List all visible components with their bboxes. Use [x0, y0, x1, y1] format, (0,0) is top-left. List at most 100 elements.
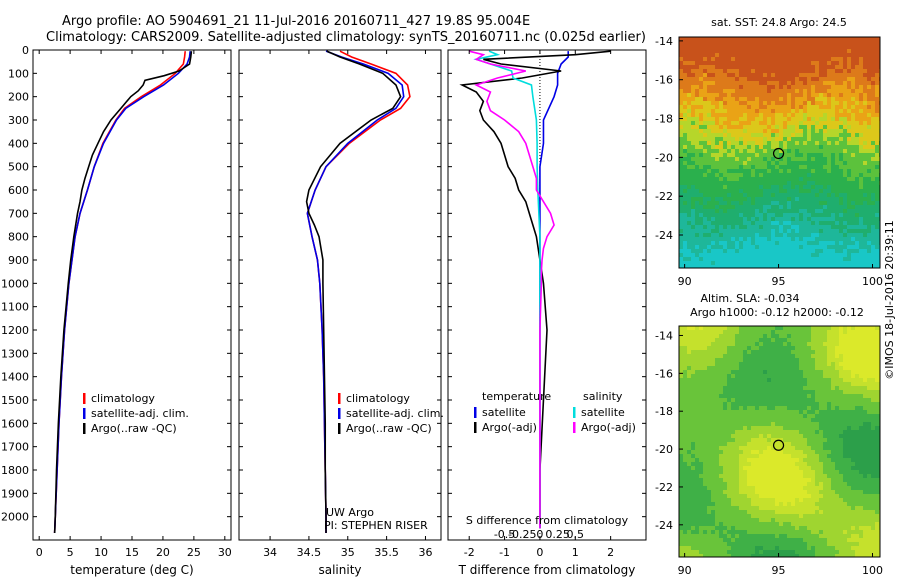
difference-legend-label: satellite — [482, 406, 526, 419]
difference-series-group — [459, 50, 611, 540]
sla-map-title-line2: Argo h1000: -0.12 h2000: -0.12 — [690, 306, 864, 319]
sst_map-cells — [679, 37, 880, 268]
figure-title-line1: Argo profile: AO 5904691_21 11-Jul-2016 … — [62, 14, 531, 29]
salinity-series-group — [305, 50, 411, 533]
temperature-xtick-label: 10 — [94, 546, 108, 559]
temperature-xtick-label: 20 — [156, 546, 170, 559]
sst_map-xtick-label: 100 — [862, 275, 883, 288]
difference-t-tick-label: 1 — [572, 546, 579, 559]
difference-line-t-argo — [459, 50, 611, 529]
difference-s-tick-label: -0.25 — [508, 528, 536, 541]
depth-tick-label: 800 — [8, 231, 29, 244]
salinity-xtick-label: 34 — [263, 546, 277, 559]
depth-tick-label: 1800 — [1, 464, 29, 477]
difference-t-tick-label: 2 — [607, 546, 614, 559]
temperature-line-climatology — [53, 51, 187, 534]
pi-annotation-line1: UW Argo — [326, 506, 374, 519]
sla_map-cells — [679, 326, 880, 557]
diff-legend-swatch — [573, 422, 576, 433]
salinity-legend-swatch — [338, 423, 341, 434]
difference-legend-label: Argo(-adj) — [482, 421, 537, 434]
sst_map-ytick-label: -22 — [655, 190, 673, 203]
temperature-xtick-label: 25 — [187, 546, 201, 559]
temperature-legend-swatch — [83, 408, 86, 419]
depth-tick-label: 500 — [8, 161, 29, 174]
depth-tick-label: 2000 — [1, 511, 29, 524]
depth-tick-label: 300 — [8, 114, 29, 127]
sla_map-xtick-label: 90 — [678, 564, 692, 577]
depth-tick-label: 700 — [8, 207, 29, 220]
difference-axes-frame — [447, 49, 647, 541]
depth-tick-label: 200 — [8, 91, 29, 104]
sst_map-xtick-label: 90 — [678, 275, 692, 288]
temperature-xlabel: temperature (deg C) — [70, 563, 193, 577]
sla_map-ytick-label: -14 — [655, 329, 673, 342]
difference-s-tick-label: 0 — [536, 528, 543, 541]
depth-tick-label: 600 — [8, 184, 29, 197]
sla_map-xtick-label: 100 — [862, 564, 883, 577]
sla_map-ytick-label: -22 — [655, 481, 673, 494]
depth-tick-label: 100 — [8, 67, 29, 80]
depth-tick-label: 1300 — [1, 347, 29, 360]
depth-tick-label: 1400 — [1, 371, 29, 384]
temperature-xtick-label: 15 — [125, 546, 139, 559]
difference-xlabel: T difference from climatology — [458, 563, 636, 577]
depth-tick-label: 0 — [22, 44, 29, 57]
sla_map-xtick-label: 95 — [772, 564, 786, 577]
sst_map-ytick-label: -20 — [655, 151, 673, 164]
temperature-legend-label: satellite-adj. clim. — [91, 407, 189, 420]
imos-timestamp: ©IMOS 18-Jul-2016 20:39:11 — [883, 220, 896, 380]
sla_map-ytick-label: -16 — [655, 367, 673, 380]
depth-tick-label: 1600 — [1, 417, 29, 430]
salinity-xtick-label: 35 — [341, 546, 355, 559]
difference-s-xlabel: S difference from climatology — [466, 514, 629, 527]
salinity-line-satellite-adj-clim- — [306, 50, 405, 533]
salinity-legend-swatch — [338, 408, 341, 419]
difference-legend-title-t: temperature — [482, 390, 551, 403]
difference-t-tick-label: -1 — [499, 546, 510, 559]
sla_map-ytick-label: -18 — [655, 405, 673, 418]
temperature-xtick-label: 5 — [67, 546, 74, 559]
salinity-line-argo — [305, 50, 402, 533]
sla_map-ytick-label: -24 — [655, 519, 673, 532]
pi-annotation-line2: PI: STEPHEN RISER — [324, 519, 428, 532]
sla_map-argo-marker — [772, 439, 785, 451]
temperature-axes-frame — [32, 49, 232, 541]
sst_map-ytick-label: -16 — [655, 74, 673, 87]
temperature-xtick-label: 30 — [218, 546, 232, 559]
temperature-xtick-label: 0 — [36, 546, 43, 559]
salinity-xtick-label: 36 — [418, 546, 432, 559]
temperature-line-satellite-adj-clim- — [53, 51, 191, 534]
sst_map-ytick-label: -18 — [655, 113, 673, 126]
diff-legend-swatch — [474, 407, 477, 418]
difference-line-s-argo — [469, 50, 555, 529]
sst_map-argo-marker — [772, 147, 785, 160]
temperature-series-group — [53, 51, 193, 534]
difference-s-tick-label: 0.5 — [567, 528, 585, 541]
depth-tick-label: 1500 — [1, 394, 29, 407]
difference-s-tick-label: -0.5 — [494, 528, 515, 541]
sst_map-frame — [678, 36, 881, 269]
depth-tick-label: 1200 — [1, 324, 29, 337]
salinity-axes-frame — [238, 49, 442, 541]
depth-tick-label: 1100 — [1, 301, 29, 314]
temperature-line-argo — [53, 51, 193, 534]
temperature-legend-label: Argo(..raw -QC) — [91, 422, 177, 435]
salinity-legend-swatch — [338, 393, 341, 404]
depth-tick-label: 900 — [8, 254, 29, 267]
difference-t-tick-label: 0 — [536, 546, 543, 559]
depth-tick-label: 1000 — [1, 277, 29, 290]
sst_map-ytick-label: -24 — [655, 229, 673, 242]
salinity-xlabel: salinity — [318, 563, 361, 577]
depth-tick-label: 1700 — [1, 441, 29, 454]
depth-tick-label: 1900 — [1, 487, 29, 500]
depth-tick-label: 400 — [8, 137, 29, 150]
salinity-legend-label: Argo(..raw -QC) — [346, 422, 432, 435]
sst_map-ytick-label: -14 — [655, 35, 673, 48]
sst_map-xtick-label: 95 — [772, 275, 786, 288]
sla_map-ytick-label: -20 — [655, 443, 673, 456]
difference-t-tick-label: -2 — [464, 546, 475, 559]
difference-s-tick-label: 0.25 — [545, 528, 570, 541]
temperature-legend-swatch — [83, 423, 86, 434]
